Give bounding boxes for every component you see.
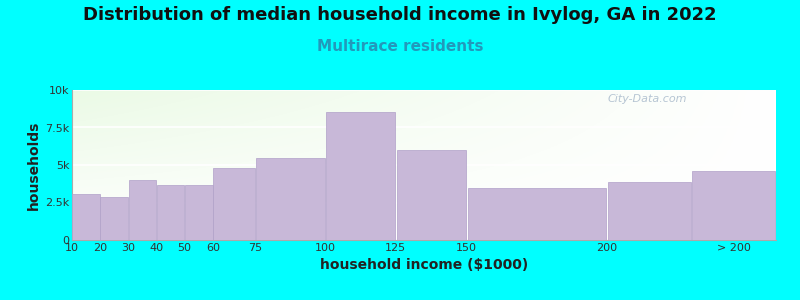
Text: Multirace residents: Multirace residents	[317, 39, 483, 54]
Bar	[692, 171, 775, 240]
Bar	[72, 194, 100, 240]
X-axis label: household income ($1000): household income ($1000)	[320, 258, 528, 272]
Bar	[326, 112, 395, 240]
Bar	[129, 180, 156, 240]
Bar	[157, 184, 184, 240]
Bar	[397, 150, 466, 240]
Bar	[214, 168, 254, 240]
Text: City-Data.com: City-Data.com	[607, 94, 686, 104]
Bar	[185, 184, 213, 240]
Bar	[101, 196, 128, 240]
Text: Distribution of median household income in Ivylog, GA in 2022: Distribution of median household income …	[83, 6, 717, 24]
Bar	[256, 158, 325, 240]
Bar	[468, 188, 606, 240]
Bar	[608, 182, 690, 240]
Y-axis label: households: households	[27, 120, 41, 210]
